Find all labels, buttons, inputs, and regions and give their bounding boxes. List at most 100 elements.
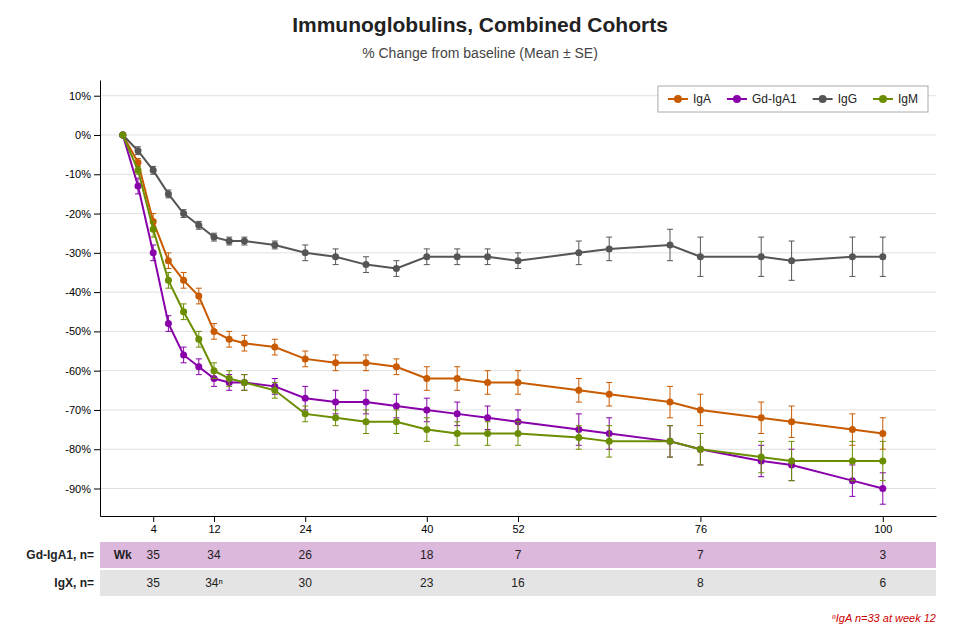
error-bar [485, 371, 491, 395]
tick-mark [94, 253, 100, 254]
point [454, 410, 461, 417]
point [135, 147, 142, 154]
error-bar [758, 402, 764, 433]
tick-mark [700, 516, 701, 522]
tick-label: 76 [695, 523, 707, 535]
error-bar [226, 237, 232, 245]
point [332, 399, 339, 406]
point [454, 430, 461, 437]
error-bar [196, 331, 202, 347]
error-bar [241, 375, 247, 391]
legend-label: IgG [838, 92, 857, 106]
tick: -50% [65, 325, 100, 337]
legend-item: IgG [813, 92, 857, 106]
series [119, 131, 886, 480]
point [484, 379, 491, 386]
point [423, 426, 430, 433]
error-bar [697, 394, 703, 425]
error-bar [880, 441, 886, 480]
error-bar [515, 371, 521, 395]
error-bar [363, 410, 369, 434]
point [332, 414, 339, 421]
series [119, 131, 886, 449]
point [484, 253, 491, 260]
point [302, 355, 309, 362]
table-cell: 30 [299, 576, 313, 590]
error-bar [485, 249, 491, 265]
point [484, 414, 491, 421]
error-bar [333, 410, 339, 426]
point [119, 131, 126, 138]
point [271, 344, 278, 351]
point [575, 434, 582, 441]
error-bar [150, 166, 156, 174]
error-bar [272, 241, 278, 249]
error-bar [181, 347, 187, 363]
error-bar [241, 237, 247, 245]
table-cell: 35 [147, 576, 161, 590]
error-bar [165, 272, 171, 288]
tick: -20% [65, 208, 100, 220]
tick-label: 12 [208, 523, 220, 535]
title: Immunoglobulins, Combined Cohorts [292, 13, 668, 36]
error-bar [150, 245, 156, 261]
point [119, 131, 126, 138]
point [150, 167, 157, 174]
point [454, 253, 461, 260]
point [697, 253, 704, 260]
tick: 4 [151, 516, 157, 535]
legend-box [658, 86, 928, 112]
legend: IgAGd-IgA1IgGIgM [658, 86, 928, 112]
error-bar [196, 288, 202, 304]
error-bar [196, 359, 202, 375]
error-bar [576, 379, 582, 403]
point [515, 379, 522, 386]
point [241, 238, 248, 245]
point [667, 399, 674, 406]
point [332, 359, 339, 366]
point [165, 257, 172, 264]
tick-mark [94, 331, 100, 332]
tick: -10% [65, 168, 100, 180]
point [211, 367, 218, 374]
tick-mark [94, 214, 100, 215]
point [195, 222, 202, 229]
grid-line [100, 134, 936, 135]
error-bar [576, 426, 582, 450]
point [667, 241, 674, 248]
point [150, 226, 157, 233]
error-bar [424, 367, 430, 391]
point [211, 234, 218, 241]
point [484, 430, 491, 437]
error-bar [606, 382, 612, 406]
tick: 12 [208, 516, 220, 535]
error-bar [789, 441, 795, 480]
error-bar [165, 316, 171, 332]
table-cell: 35 [147, 548, 161, 562]
tick: 100 [874, 516, 892, 535]
error-bar [181, 210, 187, 218]
table-cell: 34ⁿ [205, 576, 223, 590]
point [241, 340, 248, 347]
error-bar [697, 434, 703, 465]
error-bar [454, 249, 460, 265]
error-bar [697, 434, 703, 465]
point [423, 375, 430, 382]
table-cell: 18 [420, 548, 434, 562]
series-line [123, 135, 883, 434]
legend-marker [879, 95, 887, 103]
error-bar [302, 351, 308, 367]
tick: -90% [65, 483, 100, 495]
legend-item: IgA [668, 92, 711, 106]
error-bar [667, 426, 673, 457]
series [119, 131, 886, 504]
tick-label: -80% [65, 443, 91, 455]
point [575, 387, 582, 394]
tick: -60% [65, 365, 100, 377]
table-cell: 3 [879, 548, 886, 562]
point [195, 293, 202, 300]
error-bar [758, 441, 764, 472]
point [119, 131, 126, 138]
point [606, 391, 613, 398]
error-bar [849, 414, 855, 445]
